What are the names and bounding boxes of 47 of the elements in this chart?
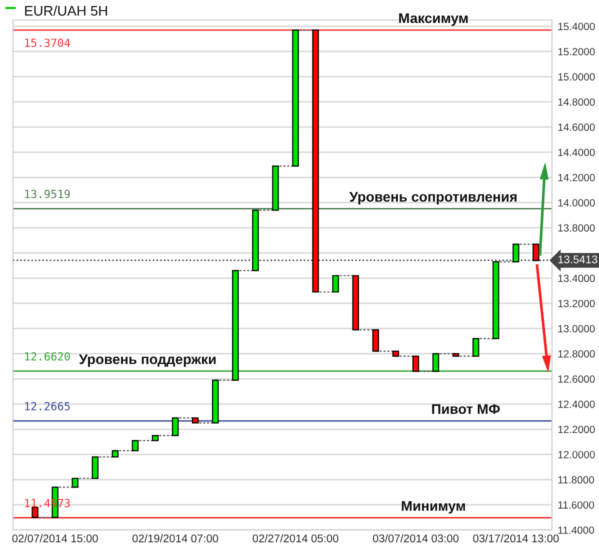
candlestick bbox=[472, 338, 480, 357]
ref-line-label: 13.9519 bbox=[25, 190, 70, 198]
y-tick-label: 12.8000 bbox=[558, 350, 595, 358]
y-tick-label: 14.6000 bbox=[558, 124, 595, 131]
annotation: Максимум bbox=[399, 13, 468, 26]
y-tick-label: 15.2000 bbox=[558, 48, 595, 56]
x-tick-label: 02/27/2014 05:00 bbox=[252, 534, 338, 542]
y-tick-label: 13.2000 bbox=[558, 300, 595, 308]
y-tick-label: 11.4000 bbox=[558, 526, 594, 534]
candlestick bbox=[332, 275, 339, 293]
candlestick bbox=[512, 244, 520, 262]
y-tick-label: 13.0000 bbox=[558, 325, 595, 332]
ref-line-label: 13.5413 bbox=[558, 255, 598, 264]
y-tick-label: 11.8000 bbox=[558, 476, 594, 484]
y-tick-label: 13.8000 bbox=[558, 224, 595, 232]
chart-title: EUR/UAH 5H bbox=[25, 6, 107, 16]
y-tick-label: 15.0000 bbox=[558, 73, 595, 81]
ref-line-label: 15.3704 bbox=[25, 38, 70, 48]
y-tick-label: 12.6000 bbox=[558, 375, 595, 383]
candlestick bbox=[412, 356, 420, 372]
x-tick-label: 02/19/2014 07:00 bbox=[132, 534, 218, 542]
y-tick-label: 12.4000 bbox=[558, 400, 595, 408]
annotation: Минимум bbox=[402, 501, 465, 514]
y-tick-label: 14.2000 bbox=[558, 174, 595, 182]
y-tick-label: 14.8000 bbox=[558, 98, 595, 106]
y-tick-label: 15.4000 bbox=[558, 22, 595, 30]
annotation: Уровень сопротивления bbox=[349, 192, 517, 204]
candlestick bbox=[432, 353, 440, 372]
candlestick bbox=[172, 417, 179, 436]
candlestick bbox=[92, 456, 99, 479]
y-tick-label: 12.0000 bbox=[558, 450, 595, 458]
candlestick bbox=[532, 244, 540, 262]
y-tick-label: 12.2000 bbox=[558, 426, 595, 434]
candlestick bbox=[32, 506, 38, 518]
y-tick-label: 14.0000 bbox=[558, 199, 595, 206]
y-tick-label: 14.4000 bbox=[558, 148, 595, 156]
annotation: Пивот МФ bbox=[432, 404, 500, 414]
x-tick-label: 03/07/2014 03:00 bbox=[372, 534, 459, 542]
x-tick-label: 03/17/2014 13:00 bbox=[473, 534, 559, 542]
x-tick-label: 02/07/2014 15:00 bbox=[12, 534, 98, 542]
ref-line-label: 12.2665 bbox=[25, 402, 70, 410]
candlestick bbox=[372, 329, 380, 352]
y-tick-label: 13.4000 bbox=[558, 274, 595, 282]
ref-line-label: 12.6620 bbox=[25, 352, 70, 361]
annotation: Уровень поддержки bbox=[78, 354, 216, 367]
candlestick bbox=[132, 440, 139, 452]
y-tick-label: 11.6000 bbox=[558, 501, 594, 509]
